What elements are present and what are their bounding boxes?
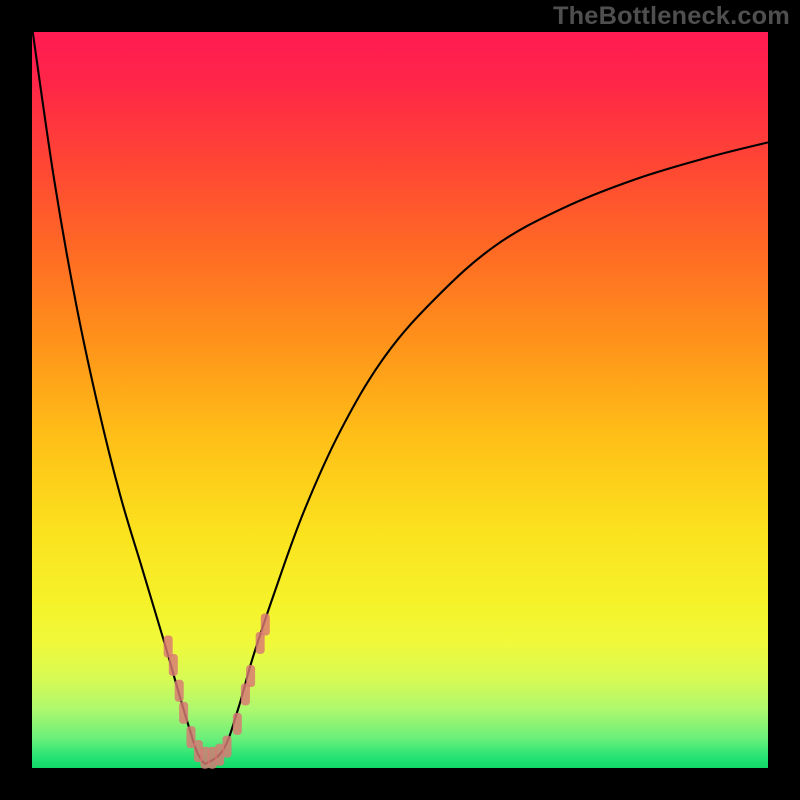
- curve-left-branch: [33, 32, 205, 764]
- scatter-marker: [261, 613, 270, 635]
- marker-layer: [164, 613, 270, 768]
- scatter-marker: [233, 713, 242, 735]
- curve-layer: [33, 32, 768, 764]
- scatter-marker: [246, 665, 255, 687]
- chart-svg: [32, 32, 768, 768]
- plot-area: [32, 32, 768, 768]
- scatter-marker: [169, 654, 178, 676]
- scatter-marker: [223, 736, 232, 758]
- chart-root: { "watermark": { "text": "TheBottleneck.…: [0, 0, 800, 800]
- scatter-marker: [175, 680, 184, 702]
- curve-right-branch: [205, 142, 768, 764]
- scatter-marker: [179, 702, 188, 724]
- watermark-text: TheBottleneck.com: [553, 2, 790, 31]
